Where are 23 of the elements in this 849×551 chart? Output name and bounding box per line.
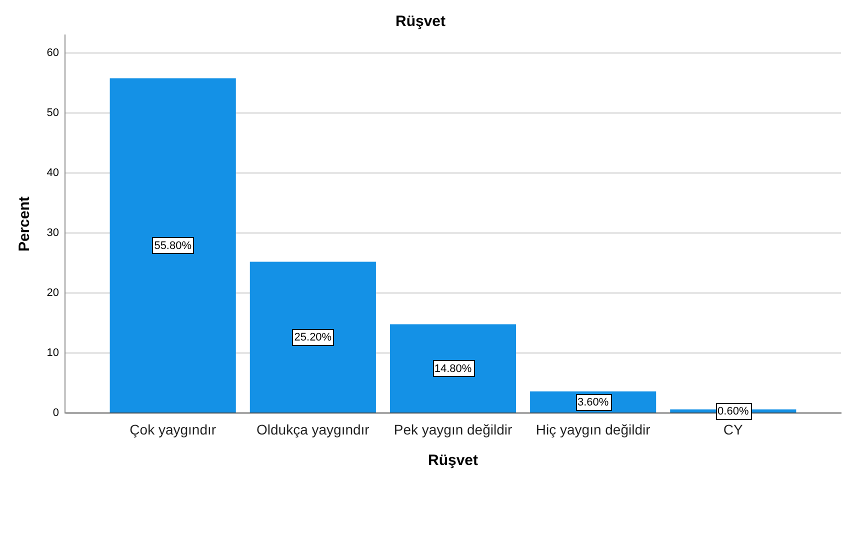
y-tick-label: 30: [46, 227, 59, 240]
y-tick-label: 50: [46, 107, 59, 120]
x-tick-label: CY: [723, 421, 744, 438]
x-tick-label: Çok yaygındır: [130, 421, 216, 438]
y-tick-label: 10: [46, 347, 59, 360]
y-tick-label: 0: [52, 407, 59, 420]
data-label: 3.60%: [577, 396, 609, 408]
y-tick-label: 40: [46, 167, 59, 180]
chart-title: Rüşvet: [395, 13, 446, 30]
y-tick-label: 60: [46, 47, 59, 60]
bar: [110, 78, 236, 412]
bar: [390, 324, 516, 412]
x-tick-label: Oldukça yaygındır: [256, 421, 370, 438]
data-label: 0.60%: [718, 405, 749, 418]
data-label: 25.20%: [294, 332, 332, 344]
bar: [250, 262, 376, 412]
y-axis-title: Percent: [16, 196, 34, 252]
x-tick-label: Pek yaygın değildir: [394, 421, 512, 438]
x-axis-title: Rüşvet: [428, 452, 478, 470]
data-label: 55.80%: [154, 240, 192, 252]
y-tick-label: 20: [46, 287, 59, 300]
x-tick-label: Hiç yaygın değildir: [536, 421, 651, 438]
data-label: 14.80%: [434, 362, 472, 375]
